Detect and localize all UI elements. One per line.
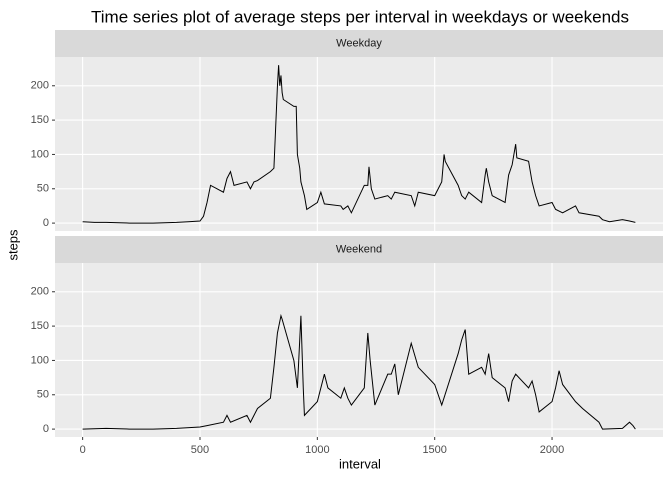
y-tick-label: 150: [31, 114, 49, 126]
x-tick-label: 500: [191, 444, 209, 456]
x-tick-label: 1000: [305, 444, 329, 456]
strip: [55, 236, 663, 263]
panel-background: [55, 263, 663, 437]
y-tick-label: 150: [31, 320, 49, 332]
y-tick-label: 200: [31, 80, 49, 92]
x-tick-label: 1500: [422, 444, 446, 456]
chart-title: Time series plot of average steps per in…: [91, 7, 629, 26]
data-line: [82, 313, 636, 430]
data-line: [82, 65, 636, 224]
y-axis-label: steps: [5, 229, 20, 261]
y-tick-label: 0: [43, 217, 49, 229]
x-axis-label: interval: [339, 456, 381, 471]
x-tick-label: 0: [80, 444, 86, 456]
y-tick-label: 100: [31, 148, 49, 160]
x-tick-label: 2000: [540, 444, 564, 456]
panel-background: [55, 57, 663, 231]
y-tick-label: 100: [31, 354, 49, 366]
y-tick-label: 200: [31, 286, 49, 298]
y-tick-label: 50: [37, 389, 49, 401]
strip: [55, 30, 663, 57]
y-tick-label: 0: [43, 423, 49, 435]
y-tick-label: 50: [37, 183, 49, 195]
strip-label: Weekday: [336, 37, 382, 49]
strip-label: Weekend: [336, 243, 382, 255]
